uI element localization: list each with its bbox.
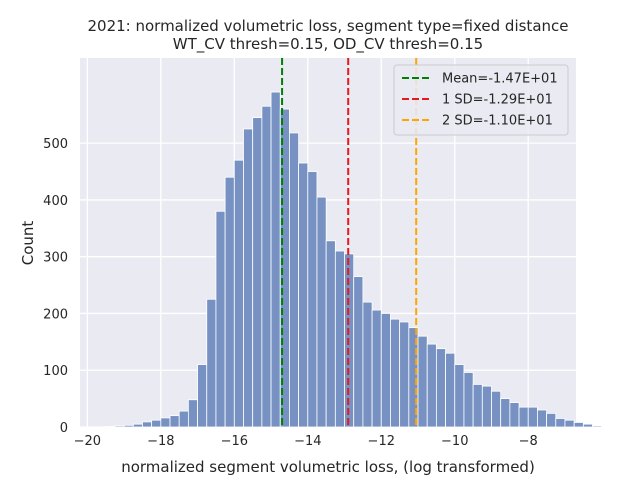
histogram-bar (564, 419, 575, 428)
histogram-bar (518, 406, 529, 428)
y-axis-label: Count (19, 221, 37, 266)
histogram-bar (537, 409, 548, 428)
histogram-bar (307, 171, 318, 428)
histogram-bar (435, 348, 446, 428)
x-tick-label: −16 (221, 434, 248, 449)
histogram-bar (252, 117, 263, 428)
histogram-bar (142, 421, 153, 428)
histogram-bar (555, 418, 566, 428)
histogram-bar (380, 313, 391, 428)
histogram-bar (500, 398, 511, 428)
y-tick-label: 100 (43, 364, 68, 379)
histogram-bar (353, 276, 364, 428)
histogram-bar (527, 406, 538, 428)
histogram-bar (454, 364, 465, 428)
chart-subtitle: WT_CV thresh=0.15, OD_CV thresh=0.15 (173, 35, 483, 54)
histogram-bar (371, 309, 382, 428)
histogram-bar (261, 105, 272, 428)
x-axis-label: normalized segment volumetric loss, (log… (121, 458, 535, 476)
histogram-bar (390, 318, 401, 428)
histogram-bar (463, 372, 474, 428)
histogram-bar (298, 162, 309, 428)
histogram-bar (316, 196, 327, 428)
histogram-bar (224, 176, 235, 428)
x-tick-label: −12 (368, 434, 395, 449)
x-tick-label: −10 (441, 434, 468, 449)
histogram-bar (573, 422, 584, 428)
histogram-bar (178, 410, 189, 428)
x-tick-label: −18 (147, 434, 174, 449)
histogram-bar (426, 343, 437, 428)
histogram-bar (123, 424, 134, 428)
histogram-bar (187, 399, 198, 428)
histogram-bar (481, 385, 492, 428)
histogram-bar (270, 91, 281, 428)
histogram-bar (592, 425, 603, 428)
legend: Mean=-1.47E+01 1 SD=-1.29E+01 2 SD=-1.10E+… (393, 64, 569, 136)
y-tick-label: 400 (43, 194, 68, 209)
histogram-bar (509, 402, 520, 428)
y-tick-label: 500 (43, 137, 68, 152)
y-tick-label: 0 (60, 421, 68, 436)
y-tick-label: 300 (43, 251, 68, 266)
histogram-bar (114, 425, 125, 428)
histogram-bar (601, 426, 612, 428)
histogram-bars (105, 91, 612, 428)
legend-entry: 2 SD=-1.10E+01 (442, 114, 553, 129)
histogram-bar (160, 417, 171, 428)
histogram-bar (582, 423, 593, 428)
y-axis-ticks: 0 100 200 300 400 500 (43, 137, 68, 436)
x-tick-label: −8 (519, 434, 538, 449)
x-tick-label: −20 (74, 434, 101, 449)
histogram-bar (417, 335, 428, 428)
legend-entry: Mean=-1.47E+01 (442, 72, 558, 87)
x-tick-label: −14 (294, 434, 321, 449)
histogram-bar (197, 364, 208, 428)
histogram-bar (362, 301, 373, 428)
histogram-bar (132, 423, 143, 428)
histogram-bar (325, 240, 336, 428)
histogram-bar (243, 128, 254, 428)
histogram-bar (289, 132, 300, 428)
y-tick-label: 200 (43, 307, 68, 322)
histogram-bar (491, 390, 502, 428)
histogram-bar (334, 250, 345, 428)
histogram-bar (206, 298, 217, 428)
histogram-bar (399, 321, 410, 428)
histogram-bar (215, 210, 226, 428)
x-axis-ticks: −20 −18 −16 −14 −12 −10 −8 (74, 434, 538, 449)
histogram-bar (445, 352, 456, 428)
chart-title: 2021: normalized volumetric loss, segmen… (87, 17, 568, 35)
histogram-bar (472, 384, 483, 428)
histogram-bar (233, 159, 244, 428)
histogram-bar (151, 419, 162, 428)
histogram-bar (546, 412, 557, 428)
histogram-bar (105, 426, 116, 428)
legend-entry: 1 SD=-1.29E+01 (442, 93, 553, 108)
legend-box (393, 64, 569, 136)
histogram-bar (169, 415, 180, 428)
